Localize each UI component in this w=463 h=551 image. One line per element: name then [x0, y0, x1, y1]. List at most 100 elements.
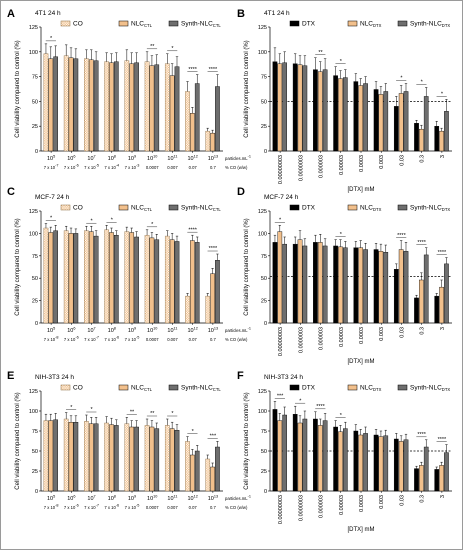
- bar: [210, 132, 215, 152]
- co-percent-label: 0.0007: [146, 165, 159, 170]
- bar: [124, 60, 130, 152]
- x-tick-label: 1012: [187, 495, 197, 503]
- bar: [338, 431, 343, 492]
- bar: [48, 232, 54, 324]
- bar: [169, 428, 175, 492]
- bar: [154, 239, 160, 324]
- bar: [378, 251, 384, 324]
- x-tick-label: 0.003: [379, 155, 385, 169]
- bar: [282, 243, 287, 324]
- legend-swatch: [397, 204, 408, 211]
- co-percent-label: 7 x 10-4: [104, 164, 119, 171]
- co-percent-label: 7 x 10-8: [44, 504, 59, 511]
- bar: [333, 75, 338, 152]
- y-tick-label: 0: [35, 149, 38, 155]
- y-tick-label: 25: [261, 124, 267, 130]
- y-tick-label: 125: [258, 209, 267, 215]
- bar: [215, 446, 220, 492]
- significance-label: *: [50, 216, 53, 222]
- bar: [313, 418, 318, 492]
- legend-swatch: [60, 204, 71, 211]
- bar: [439, 465, 444, 492]
- co-percent-label: 0.007: [167, 505, 178, 510]
- bar: [302, 65, 308, 152]
- bar: [164, 235, 170, 324]
- bar: [317, 425, 323, 492]
- bar: [154, 428, 160, 492]
- bar: [63, 418, 69, 492]
- panel-A: A 4T1 24 h CO NLCCTL Synth-NLCCTL 0 25 50 75 100 1…: [7, 8, 251, 170]
- legend-label: Synth-NLCCTL: [181, 21, 221, 29]
- co-percent-label: 0.07: [189, 337, 198, 342]
- bar: [398, 441, 404, 492]
- x-axis-title: [DTX] mM: [348, 187, 375, 193]
- significance-label: ****: [438, 437, 447, 443]
- legend-swatch: [289, 204, 300, 211]
- significance-label: *: [340, 232, 343, 238]
- x-tick-label: 3: [440, 327, 446, 330]
- bar: [43, 227, 49, 324]
- y-tick-label: 50: [261, 99, 267, 105]
- significance-label: ****: [438, 250, 447, 256]
- bar: [68, 422, 74, 492]
- x-tick-label: 105: [47, 327, 55, 335]
- x-tick-label: 108: [108, 495, 116, 503]
- x-tick-label: 108: [108, 155, 116, 163]
- x-tick-label: 0.0000003: [298, 155, 304, 181]
- bar: [423, 254, 429, 324]
- legend-label: Synth-NLCCTL: [181, 205, 221, 213]
- bar: [190, 454, 195, 492]
- bar: [393, 106, 399, 152]
- bar: [53, 230, 58, 324]
- panel-title: 4T1 24 h: [264, 10, 290, 17]
- significance-label: *: [70, 405, 73, 411]
- co-percent-label: 7 x 10-6: [104, 336, 119, 343]
- bar: [414, 123, 419, 152]
- co-percent-label: 7 x 10-8: [44, 336, 59, 343]
- y-tick-label: 100: [258, 409, 267, 415]
- x-tick-label: 0.00000003: [278, 495, 284, 524]
- x-tick-label: 109: [128, 155, 136, 163]
- y-tick-label: 125: [29, 209, 38, 215]
- y-tick-label: 75: [261, 429, 267, 435]
- x-tick-label: 0.000003: [319, 327, 325, 350]
- y-tick-label: 0: [264, 489, 267, 495]
- bar: [313, 242, 318, 324]
- bar: [93, 60, 99, 152]
- legend-swatch: [60, 384, 71, 391]
- significance-label: ****: [209, 67, 218, 73]
- bar: [444, 263, 449, 324]
- bar: [419, 128, 424, 152]
- bar: [129, 232, 135, 324]
- x-tick-label: 108: [108, 327, 116, 335]
- x-tick-label: 107: [87, 495, 95, 503]
- legend-swatch: [118, 384, 129, 391]
- unit-co-percent: % CO (w/w): [225, 165, 248, 170]
- bar: [393, 438, 399, 492]
- bar: [114, 61, 119, 152]
- panel-title: NIH-3T3 24 h: [35, 374, 74, 381]
- bar: [358, 85, 364, 152]
- co-percent-label: 0.0007: [146, 505, 159, 510]
- x-tick-label: 0.3: [420, 495, 426, 503]
- x-tick-label: 1011: [167, 155, 177, 163]
- significance-label: *: [400, 76, 403, 82]
- x-tick-label: 1013: [208, 327, 218, 335]
- bar: [398, 93, 404, 152]
- y-tick-label: 75: [261, 75, 267, 81]
- bar: [343, 247, 348, 324]
- y-tick-label: 50: [32, 276, 38, 282]
- significance-label: ****: [417, 240, 426, 246]
- x-tick-label: 3: [440, 155, 446, 158]
- x-tick-label: 106: [67, 155, 75, 163]
- bar: [333, 245, 338, 324]
- bar: [383, 252, 389, 324]
- legend-swatch: [289, 384, 300, 391]
- y-tick-label: 75: [32, 429, 38, 435]
- bar: [194, 242, 200, 324]
- bar: [124, 231, 130, 324]
- x-tick-label: 0.000003: [319, 495, 325, 518]
- x-tick-label: 1013: [208, 155, 218, 163]
- bar: [272, 409, 278, 492]
- significance-label: *: [151, 222, 154, 228]
